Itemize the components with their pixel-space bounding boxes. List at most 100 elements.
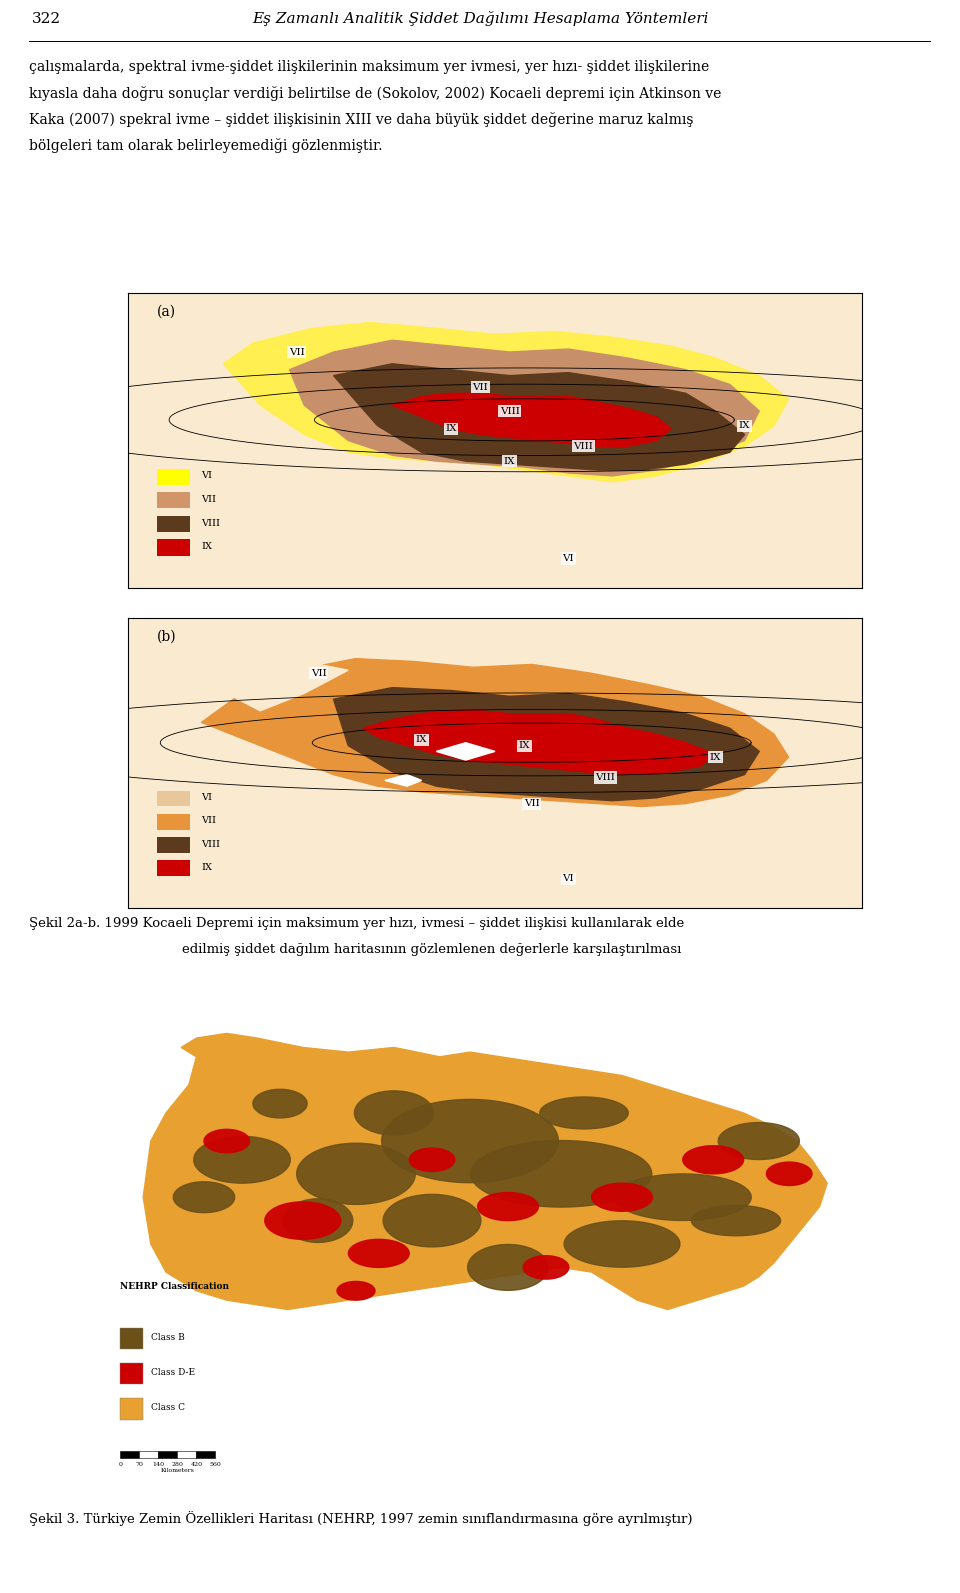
Text: IX: IX [518,741,530,750]
Polygon shape [165,776,194,784]
Text: Şekil 2a-b. 1999 Kocaeli Depremi için maksimum yer hızı, ivmesi – şiddet ilişkis: Şekil 2a-b. 1999 Kocaeli Depremi için ma… [29,918,684,930]
Text: IX: IX [739,421,751,430]
Text: VIII: VIII [202,519,221,527]
Text: IX: IX [504,457,516,465]
Bar [157,468,190,484]
Text: 560: 560 [209,1462,222,1467]
Polygon shape [224,322,788,481]
Polygon shape [165,515,202,532]
Text: VIII: VIII [500,406,519,416]
Text: Eş Zamanlı Analitik Şiddet Dağılımı Hesaplama Yöntemleri: Eş Zamanlı Analitik Şiddet Dağılımı Hesa… [252,11,708,27]
Polygon shape [540,1098,628,1129]
Text: VII: VII [202,495,216,503]
Bar [158,1451,178,1458]
Polygon shape [691,1206,780,1236]
Polygon shape [766,1163,812,1185]
Bar [120,1451,139,1458]
Text: 70: 70 [135,1462,143,1467]
Polygon shape [523,1255,568,1279]
Bar [139,1451,158,1458]
Bar [197,1451,215,1458]
Polygon shape [718,1123,800,1160]
Bar [157,814,190,830]
Polygon shape [150,704,194,717]
Text: VI: VI [563,875,574,884]
Polygon shape [614,1174,752,1220]
Polygon shape [204,1129,250,1153]
Text: VI: VI [202,472,212,481]
Text: VIII: VIII [202,840,221,849]
Text: VII: VII [311,669,326,677]
Polygon shape [383,1195,481,1247]
Polygon shape [348,1239,409,1268]
Bar [120,1399,143,1419]
Polygon shape [382,1099,559,1182]
Text: Şekil 3. Türkiye Zemin Özellikleri Haritası (NEHRP, 1997 zemin sınıflandırmasına: Şekil 3. Türkiye Zemin Özellikleri Harit… [29,1512,692,1526]
Polygon shape [470,1141,652,1207]
Polygon shape [252,1090,307,1118]
Bar [157,516,190,532]
Polygon shape [180,532,216,550]
Polygon shape [290,341,759,476]
Bar [178,1451,197,1458]
Text: VIII: VIII [595,773,615,782]
Polygon shape [143,1034,828,1309]
Polygon shape [283,1200,352,1243]
Text: bölgeleri tam olarak belirleyemediği gözlenmiştir.: bölgeleri tam olarak belirleyemediği göz… [29,139,382,153]
Polygon shape [478,1193,539,1220]
Text: Kilometers: Kilometers [160,1467,194,1472]
Text: NEHRP Classification: NEHRP Classification [120,1282,229,1290]
Bar [157,540,190,556]
Polygon shape [409,1149,455,1171]
Polygon shape [591,1184,653,1211]
Text: 322: 322 [32,13,60,25]
Bar [157,790,190,806]
Polygon shape [436,742,495,760]
Text: IX: IX [445,424,457,433]
Text: Class D-E: Class D-E [151,1368,195,1378]
Polygon shape [564,1220,680,1266]
Polygon shape [363,710,715,774]
Text: VII: VII [472,382,489,392]
Polygon shape [202,658,788,806]
Polygon shape [156,753,188,761]
Polygon shape [216,658,348,710]
Text: (a): (a) [157,304,177,319]
Polygon shape [393,393,671,446]
Text: VI: VI [563,554,574,562]
Polygon shape [194,1136,290,1184]
Text: 420: 420 [190,1462,203,1467]
Text: kıyasla daha doğru sonuçlar verdiği belirtilse de (Sokolov, 2002) Kocaeli deprem: kıyasla daha doğru sonuçlar verdiği beli… [29,86,721,100]
Bar [120,1329,143,1349]
Polygon shape [333,363,745,470]
Polygon shape [180,796,207,804]
Polygon shape [337,1281,375,1300]
Text: 0: 0 [118,1462,123,1467]
Text: 280: 280 [172,1462,183,1467]
Bar [157,492,190,508]
Text: IX: IX [709,753,721,761]
Bar [120,1364,143,1384]
Polygon shape [174,1182,234,1212]
Text: VII: VII [524,800,540,808]
Text: IX: IX [202,863,212,871]
Bar [157,860,190,876]
Polygon shape [468,1244,548,1290]
Text: Class C: Class C [151,1403,184,1413]
Polygon shape [154,730,190,739]
Text: Class B: Class B [151,1333,184,1341]
Text: Kaka (2007) spekral ivme – şiddet ilişkisinin XIII ve daha büyük şiddet değerine: Kaka (2007) spekral ivme – şiddet ilişki… [29,112,693,127]
Polygon shape [354,1091,434,1136]
Polygon shape [265,1201,341,1239]
Text: VI: VI [202,793,212,803]
Polygon shape [297,1144,416,1204]
Polygon shape [333,688,759,801]
Text: çalışmalarda, spektral ivme-şiddet ilişkilerinin maksimum yer ivmesi, yer hızı- : çalışmalarda, spektral ivme-şiddet ilişk… [29,61,709,73]
Text: IX: IX [202,542,212,551]
Bar [157,836,190,852]
Text: (b): (b) [157,629,177,644]
Text: VIII: VIII [573,441,593,451]
Text: VII: VII [202,817,216,825]
Text: IX: IX [416,736,427,744]
Text: edilmiş şiddet dağılım haritasının gözlemlenen değerlerle karşılaştırılması: edilmiş şiddet dağılım haritasının gözle… [182,943,682,956]
